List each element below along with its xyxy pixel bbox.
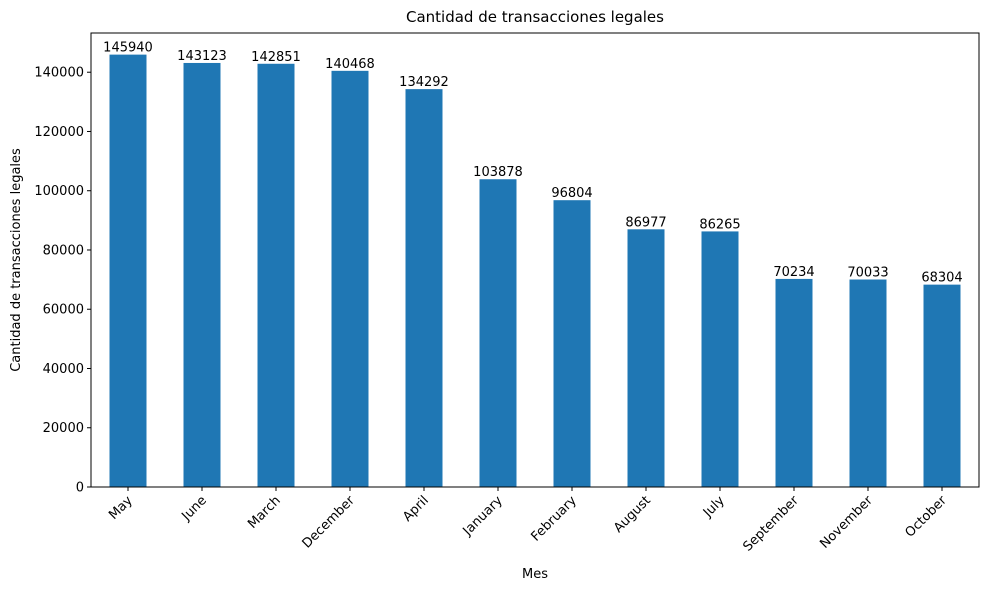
- data-label-january: 103878: [473, 165, 523, 180]
- bar-december: [331, 70, 369, 487]
- x-tick-label-april: April: [400, 493, 432, 525]
- x-tick-label-may: May: [106, 493, 136, 523]
- x-tick-label-june: June: [178, 493, 209, 524]
- bar-january: [479, 179, 517, 488]
- y-axis-label: Cantidad de transacciones legales: [9, 148, 24, 372]
- bar-june: [183, 62, 221, 488]
- y-tick-label: 80000: [43, 243, 84, 258]
- bar-february: [553, 200, 591, 487]
- bar-march: [257, 63, 295, 487]
- bar-august: [627, 229, 665, 487]
- data-label-april: 134292: [399, 75, 449, 90]
- data-label-august: 86977: [625, 215, 666, 230]
- bar-may: [109, 54, 147, 487]
- bar-september: [775, 278, 813, 487]
- bar-november: [849, 279, 887, 487]
- bar-october: [923, 284, 961, 487]
- data-label-may: 145940: [103, 41, 153, 56]
- y-tick-label: 40000: [43, 362, 84, 377]
- bar-july: [701, 231, 739, 487]
- data-label-september: 70234: [773, 265, 814, 280]
- chart-title: Cantidad de transacciones legales: [406, 8, 664, 26]
- data-label-march: 142851: [251, 50, 301, 65]
- x-tick-label-august: August: [611, 493, 654, 536]
- data-label-february: 96804: [551, 186, 592, 201]
- y-tick-label: 140000: [34, 66, 84, 81]
- data-label-december: 140468: [325, 57, 375, 72]
- y-tick-label: 20000: [43, 421, 84, 436]
- data-label-june: 143123: [177, 49, 227, 64]
- y-tick-label: 60000: [43, 303, 84, 318]
- x-tick-label-march: March: [245, 493, 284, 532]
- x-tick-label-december: December: [300, 493, 359, 552]
- x-tick-label-september: September: [740, 493, 802, 555]
- x-axis-label: Mes: [522, 567, 548, 582]
- y-tick-label: 0: [76, 481, 84, 496]
- data-label-july: 86265: [699, 217, 740, 232]
- y-tick-label: 100000: [34, 184, 84, 199]
- plot-area-frame: [90, 32, 980, 488]
- x-tick-label-july: July: [700, 493, 728, 521]
- x-tick-label-november: November: [817, 493, 876, 552]
- x-tick-label-october: October: [902, 493, 950, 541]
- x-tick-label-february: February: [528, 493, 580, 545]
- data-label-november: 70033: [847, 266, 888, 281]
- x-tick-label-january: January: [460, 493, 506, 539]
- data-label-october: 68304: [921, 271, 962, 286]
- y-tick-label: 120000: [34, 125, 84, 140]
- bar-april: [405, 89, 443, 487]
